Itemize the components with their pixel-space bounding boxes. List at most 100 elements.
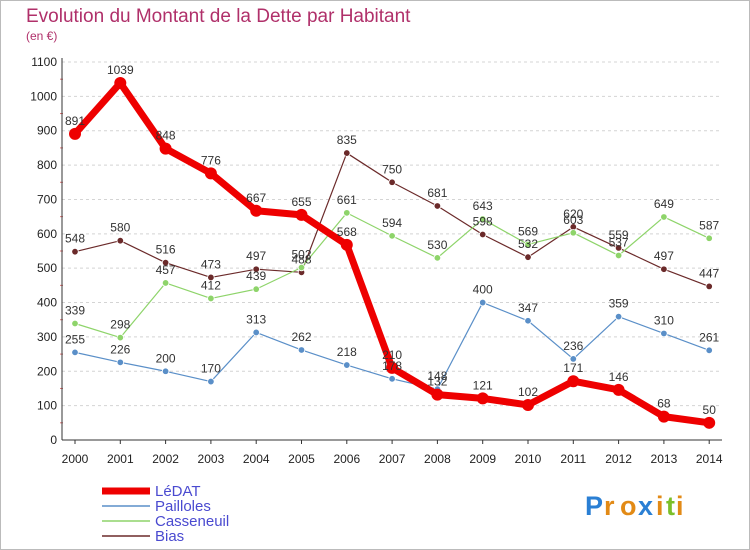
series-2-data-label: 603 [563,213,583,227]
series-1-data-label: 226 [110,342,130,356]
series-2-data-label: 643 [473,199,493,213]
y-tick-label: 0 [50,433,57,447]
legend-label-0: LéDAT [155,483,201,500]
series-0-data-label: 68 [657,397,671,411]
series-1-point [479,298,487,307]
legend-label-1: Pailloles [155,498,211,515]
series-3-point [161,258,170,267]
series-1-data-label: 400 [473,283,493,297]
series-3-data-label: 620 [563,207,583,221]
series-1-point [660,329,668,338]
chart-subtitle: (en €) [26,29,57,43]
series-layer [69,76,716,429]
logo-letter: P [585,491,603,521]
y-tick-label: 1100 [31,55,57,69]
y-tick-label: 700 [37,192,57,206]
series-3-data-label: 473 [201,257,221,271]
series-1-point [297,346,306,354]
series-2-point [705,234,713,242]
logo-letter: i [676,491,684,521]
series-0-point [295,208,308,221]
series-3-point [252,265,260,273]
series-1-data-label: 170 [201,362,221,376]
y-tick-label: 300 [37,330,57,344]
series-3-point [524,253,532,261]
series-1-data-label: 313 [246,312,266,326]
series-2-point [207,294,215,303]
series-3-data-label: 532 [518,237,538,251]
x-tick-label: 2004 [243,452,270,466]
series-1-point [524,317,532,325]
series-1-data-label: 261 [699,330,719,344]
series-3-data-label: 580 [110,221,130,235]
series-3-point [207,273,215,282]
series-1-data-label: 310 [654,313,674,327]
x-tick-label: 2001 [107,452,134,466]
series-2-point [388,232,396,240]
series-3-data-label: 559 [609,228,629,242]
series-2-data-label: 298 [110,318,130,332]
series-3-data-label: 497 [654,249,674,263]
series-1-point [388,375,396,383]
series-0-data-label: 210 [382,348,402,362]
y-tick-label: 800 [37,158,57,172]
series-1-point [71,348,79,357]
series-0-point [703,416,716,429]
logo-letter: i [656,491,664,521]
series-2-point [524,240,532,249]
series-3-point [660,265,668,273]
series-0-data-label: 848 [156,129,176,143]
series-2-data-label: 569 [518,224,538,238]
x-tick-label: 2011 [560,452,586,466]
series-3-data-label: 835 [337,133,357,147]
series-1-point [252,328,260,337]
series-0-data-label: 655 [291,195,311,209]
axis-layer: 0 100 200 300 400 500 600 700 800 900 1000 1100 2000… [30,55,723,466]
series-2-point [614,251,623,260]
series-3-data-label: 548 [65,232,85,246]
chart-title: Evolution du Montant de la Dette par Hab… [26,6,411,27]
series-2-data-label: 594 [382,216,402,230]
series-3-point [71,247,79,256]
series-2-data-label: 587 [699,218,719,232]
series-0-data-label: 171 [563,361,583,375]
series-3-data-label: 516 [156,243,176,257]
series-2-point [252,285,260,293]
series-1-data-label: 262 [291,330,311,344]
series-0-point [69,127,81,140]
logo-letter: r [604,491,615,521]
series-3-point [343,149,351,157]
series-2-point [433,254,442,262]
x-tick-label: 2002 [152,452,179,466]
y-tick-label: 100 [37,399,57,413]
y-tick-label: 900 [37,124,57,138]
x-tick-label: 2010 [515,452,542,466]
data-label-layer: 548 580 516 473 497 488 835 750 681 598 532 620 559 4… [65,63,720,417]
series-3-data-label: 497 [246,249,266,263]
series-3-point [433,202,442,210]
series-3-point [116,236,124,245]
series-0-data-label: 146 [609,370,629,384]
series-0-point [522,398,534,411]
x-tick-label: 2009 [469,452,496,466]
series-2-point [161,279,170,287]
series-0-point [340,238,353,251]
y-tick-label: 1000 [30,89,57,103]
series-3-point [614,244,623,252]
series-0-data-label: 891 [65,114,85,128]
series-0-data-label: 776 [201,153,221,167]
series-3-data-label: 598 [473,215,493,229]
series-2-data-label: 537 [609,235,629,249]
series-0-point [476,392,489,405]
series-3-point [479,230,487,239]
x-tick-label: 2005 [288,452,315,466]
series-1-data-label: 148 [427,369,447,383]
x-tick-label: 2000 [62,452,89,466]
series-0-point [386,361,399,374]
series-0-data-label: 132 [427,375,447,389]
series-1-point [207,377,215,386]
series-2-data-label: 649 [654,197,674,211]
